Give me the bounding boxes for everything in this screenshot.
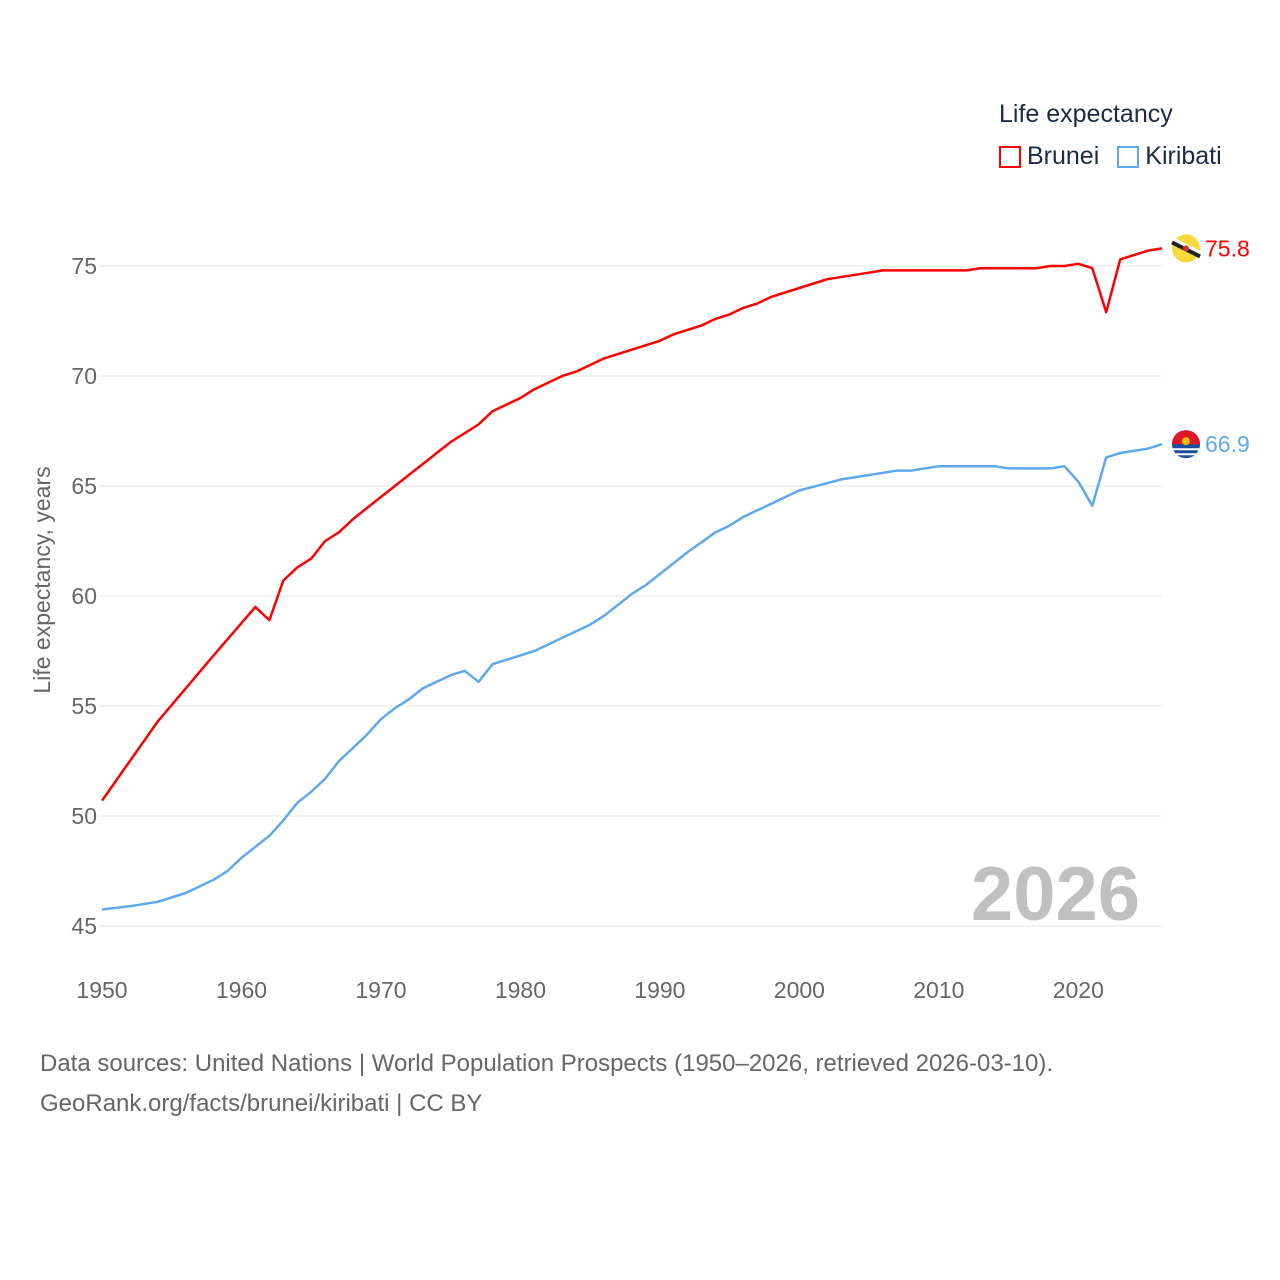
year-label: 2026	[971, 852, 1140, 937]
series-line-brunei	[100, 247, 1163, 802]
legend: Brunei Kiribati	[999, 142, 1222, 171]
y-tick-label: 60	[71, 583, 97, 609]
x-tick-label: 2020	[1053, 977, 1104, 1003]
x-tick-label: 1980	[495, 977, 546, 1003]
end-value-label-brunei: 75.8	[1205, 235, 1250, 261]
series-line-kiribati	[101, 443, 1163, 911]
x-tick-label: 1970	[355, 977, 406, 1003]
data-sources: Data sources: United Nations | World Pop…	[40, 1050, 1054, 1077]
flag-sun	[1182, 437, 1190, 446]
legend-swatch-brunei	[999, 145, 1021, 168]
legend-swatch-kiribati	[1117, 145, 1140, 168]
x-tick-label: 2010	[913, 977, 964, 1003]
footer: Data sources: United Nations | World Pop…	[40, 1044, 1053, 1124]
flag-emblem	[1183, 245, 1189, 252]
x-tick-label: 1950	[76, 977, 127, 1003]
source-link[interactable]: GeoRank.org/facts/brunei/kiribati | CC B…	[40, 1090, 483, 1117]
legend-title: Life expectancy	[999, 100, 1173, 128]
y-tick-label: 50	[71, 803, 97, 829]
legend-item-kiribati[interactable]: Kiribati	[1117, 142, 1222, 171]
legend-label: Kiribati	[1145, 142, 1222, 170]
y-axis-label: Life expectancy, years	[29, 466, 55, 693]
x-tick-label: 1990	[634, 977, 685, 1003]
end-value-label-kiribati: 66.9	[1205, 431, 1250, 457]
legend-label: Brunei	[1027, 142, 1100, 170]
y-tick-label: 65	[71, 473, 97, 499]
y-tick-label: 55	[71, 693, 97, 719]
legend-item-brunei[interactable]: Brunei	[999, 142, 1099, 171]
y-tick-label: 45	[71, 913, 97, 939]
x-tick-label: 1960	[216, 977, 267, 1003]
x-tick-label: 2000	[774, 977, 825, 1003]
y-tick-label: 75	[71, 253, 97, 279]
y-tick-label: 70	[71, 363, 97, 389]
